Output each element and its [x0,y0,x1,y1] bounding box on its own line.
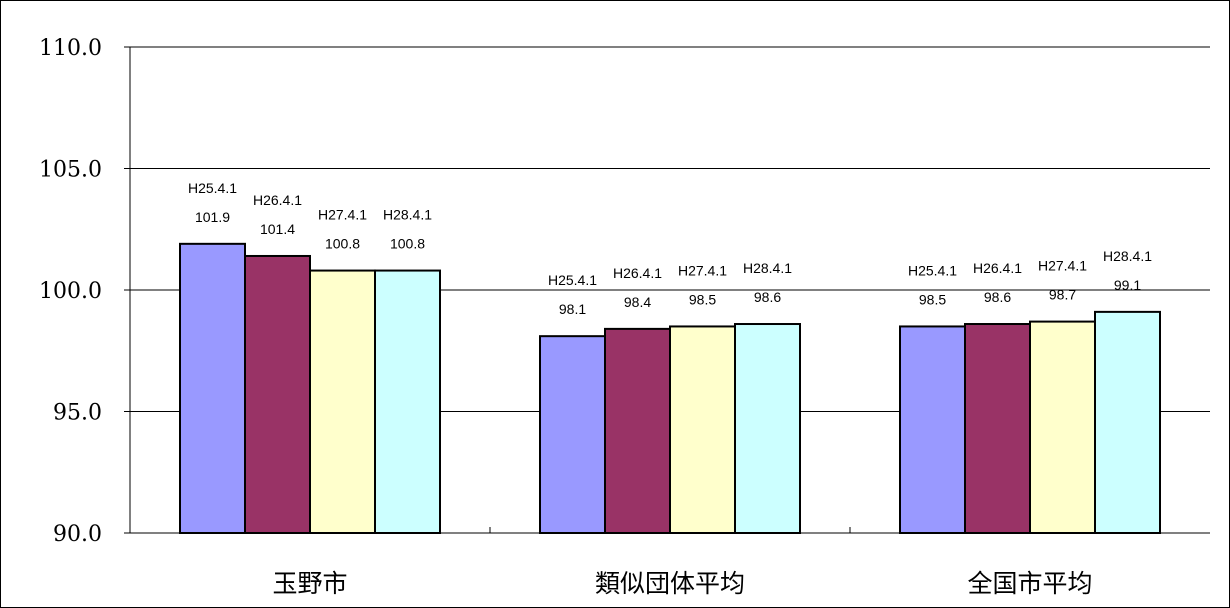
bar-value-label: 98.1 [559,301,586,317]
x-category-label: 全国市平均 [967,569,1092,598]
bar [669,325,736,535]
bar [899,325,966,535]
bar-series-label: H28.4.1 [383,207,432,223]
bar-labels: H25.4.1 101.9 H26.4.1 101.4 H27.4.1 100.8 H28.… [188,180,1152,317]
y-tick-label: 105.0 [39,158,102,183]
bar-value-label: 98.4 [624,294,651,310]
bar-series-label: H28.4.1 [743,260,792,276]
x-axis-labels: 玉野市 類似団体平均 全国市平均 [272,569,1092,598]
bar-series-label: H25.4.1 [908,262,957,278]
bar [374,269,441,534]
y-axis-ticks: 110.0 105.0 100.0 95.0 90.0 [39,36,130,547]
bar-series-label: H27.4.1 [1038,258,1087,274]
bar-series-label: H26.4.1 [253,192,302,208]
bar [309,269,376,534]
bar-value-label: 101.4 [260,221,295,237]
x-category-label: 玉野市 [272,569,347,598]
bar-series-label: H25.4.1 [548,272,597,288]
bar-value-label: 98.5 [689,291,716,307]
bar-value-label: 98.6 [984,289,1011,305]
bar [964,323,1031,534]
bar [604,327,671,534]
bar [244,254,311,534]
bar-series-label: H28.4.1 [1103,248,1152,264]
bar-series-label: H26.4.1 [613,265,662,281]
bar-value-label: 101.9 [195,209,230,225]
x-category-label: 類似団体平均 [595,569,745,598]
bar-series-label: H25.4.1 [188,180,237,196]
bar-value-label: 98.5 [919,291,946,307]
bar [1029,320,1096,534]
y-tick-label: 100.0 [39,279,102,304]
bar [539,335,606,535]
bar-value-label: 99.1 [1114,277,1141,293]
axes [129,47,1210,534]
bar-value-label: 98.7 [1049,287,1076,303]
y-tick-label: 90.0 [53,522,102,547]
bar [179,242,246,535]
bar-value-label: 100.8 [325,236,360,252]
y-tick-label: 110.0 [39,36,102,61]
y-tick-label: 95.0 [53,401,102,426]
bar [734,323,801,534]
bar [1094,310,1161,534]
bar-series-label: H27.4.1 [678,262,727,278]
bars [179,242,1161,535]
bar-series-label: H26.4.1 [973,260,1022,276]
bar-value-label: 100.8 [390,236,425,252]
bar-series-label: H27.4.1 [318,207,367,223]
bar-value-label: 98.6 [754,289,781,305]
